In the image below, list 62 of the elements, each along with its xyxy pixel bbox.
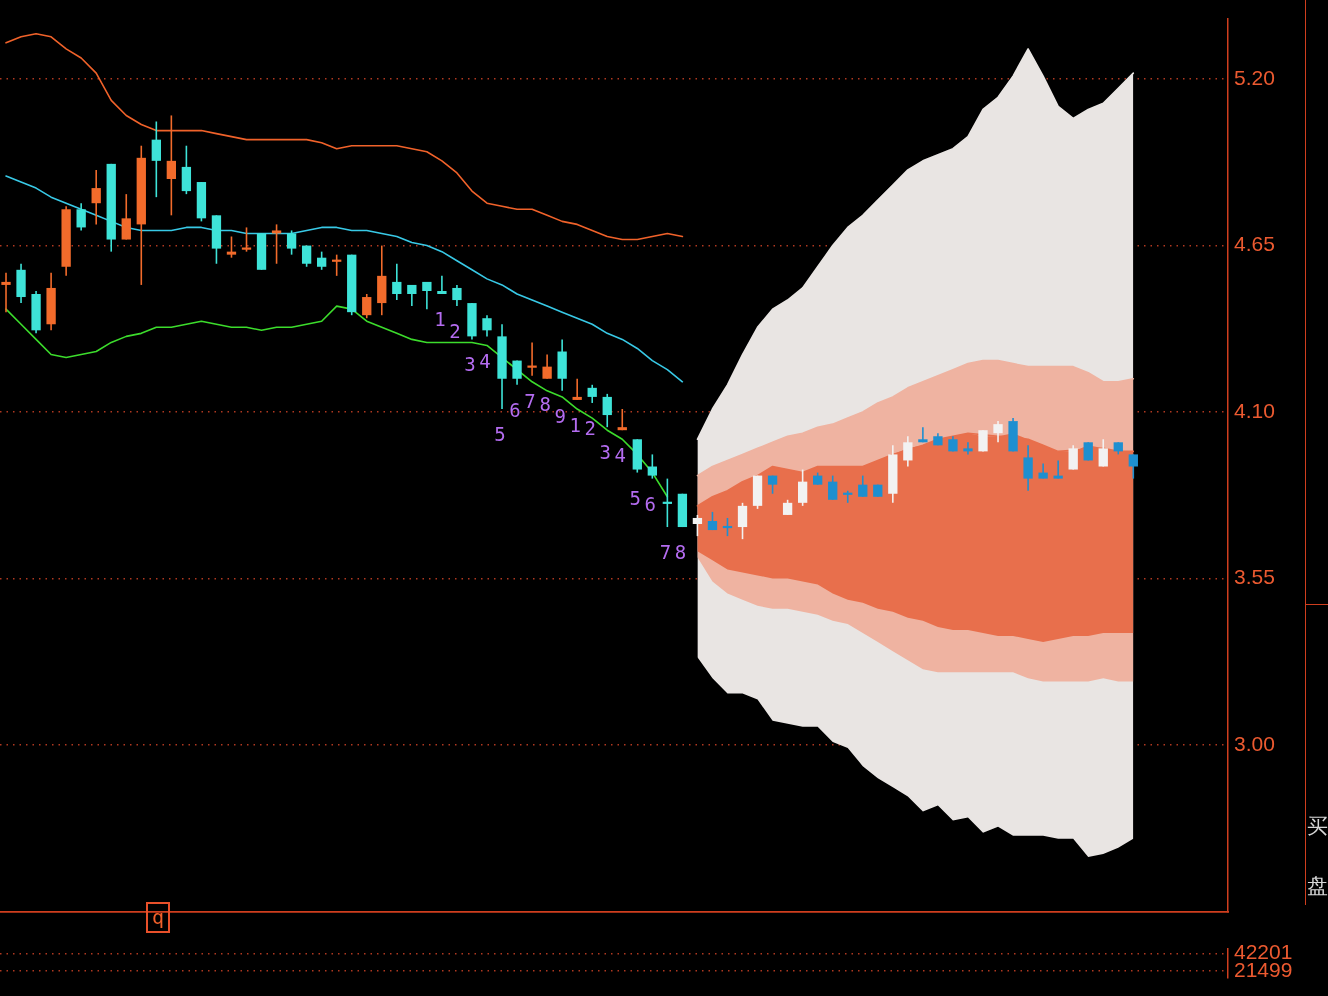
y-tick-label: 4.65: [1234, 232, 1275, 256]
candlestick: [1068, 444, 1078, 471]
text: 4: [479, 350, 491, 373]
candlestick: [572, 377, 582, 401]
text: 9: [554, 404, 566, 427]
text: 4: [614, 444, 626, 467]
text: 6: [509, 398, 521, 421]
candlestick: [317, 250, 327, 271]
text: 5: [629, 486, 642, 509]
candlestick: [527, 341, 537, 377]
candlestick: [271, 223, 282, 265]
text: 5: [494, 422, 506, 445]
candlestick: [993, 420, 1003, 444]
candlestick: [647, 453, 657, 480]
text: 2: [449, 320, 461, 343]
candlestick: [858, 474, 868, 498]
candlestick: [587, 384, 597, 404]
y-tick-label: 4.10: [1234, 398, 1275, 422]
candlestick: [286, 229, 297, 256]
text: 1: [569, 413, 581, 436]
annotation: q: [146, 902, 171, 933]
candlestick: [963, 441, 973, 456]
candlestick: [737, 502, 748, 540]
candlestick: [91, 169, 101, 226]
candlestick: [692, 514, 703, 537]
text: 7: [659, 540, 672, 563]
candlestick: [918, 426, 928, 444]
candlestick: [1128, 453, 1138, 480]
candlestick: [1, 272, 11, 313]
candlestick: [392, 262, 402, 301]
text: 8: [674, 540, 687, 563]
candlestick: [602, 393, 612, 428]
y-tick-label: 3.55: [1234, 565, 1275, 589]
y-tick-label: 3.00: [1234, 731, 1275, 755]
candlestick: [362, 293, 372, 320]
candlestick: [903, 435, 913, 468]
text: 3: [464, 353, 476, 376]
text: 2: [584, 416, 596, 439]
text: 7: [524, 389, 536, 412]
candlestick: [512, 359, 522, 386]
candlestick: [542, 353, 552, 380]
candlestick: [151, 120, 161, 198]
y-tick-label: 5.20: [1234, 65, 1275, 89]
candlestick: [828, 474, 838, 501]
y-tick-label: 42201: [1234, 940, 1293, 964]
text: 盘: [1307, 873, 1328, 900]
candlestick: [1053, 459, 1063, 480]
candlestick: [1098, 438, 1108, 468]
candlestick: [1023, 444, 1033, 492]
candlestick: [422, 281, 432, 310]
text: 6: [644, 492, 657, 515]
text: 1: [434, 307, 446, 330]
candlestick: [166, 114, 177, 217]
text: 3: [599, 441, 611, 464]
candlestick: [76, 202, 86, 232]
candlestick: [452, 284, 462, 307]
candlestick: [121, 193, 131, 241]
text: 买: [1307, 813, 1328, 840]
candlestick: [797, 468, 808, 507]
candlestick: [482, 314, 492, 338]
text: 8: [539, 392, 551, 415]
candlestick: [226, 235, 237, 259]
